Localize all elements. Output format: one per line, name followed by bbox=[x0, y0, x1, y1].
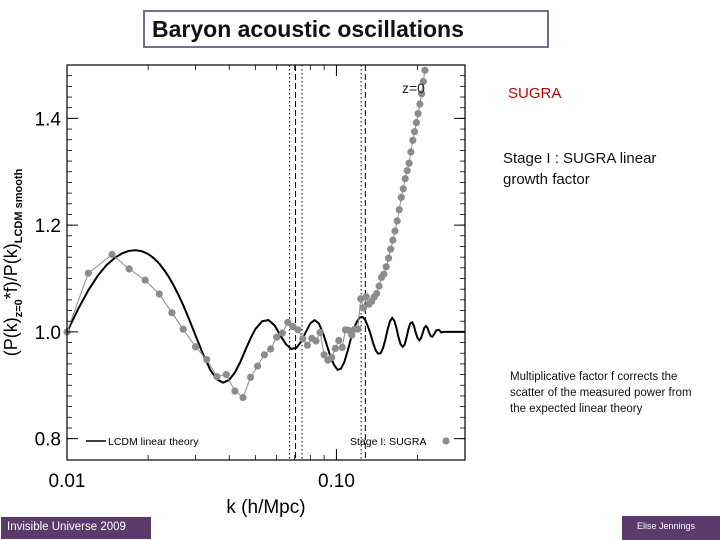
sugra-point bbox=[260, 351, 268, 359]
x-tick-label: 0.10 bbox=[318, 471, 355, 492]
sugra-point bbox=[419, 77, 427, 86]
sugra-point bbox=[316, 328, 324, 336]
sugra-point bbox=[299, 335, 307, 343]
sugra-point bbox=[273, 333, 281, 341]
y-tick-label: 1.0 bbox=[35, 323, 61, 344]
y-tick-label: 0.8 bbox=[35, 430, 61, 451]
legend-sugra-label: Stage I: SUGRA bbox=[350, 436, 426, 448]
x-tick-label: 0.01 bbox=[49, 471, 86, 492]
sugra-point bbox=[320, 351, 328, 359]
sugra-point bbox=[397, 193, 405, 201]
legend-sugra-swatch bbox=[442, 437, 450, 445]
sugra-point bbox=[380, 270, 388, 278]
sugra-point bbox=[373, 289, 381, 298]
sugra-point bbox=[338, 343, 346, 351]
sugra-point bbox=[247, 373, 255, 381]
sugra-point bbox=[254, 362, 262, 370]
sugra-point bbox=[267, 345, 275, 353]
title-box: Baryon acoustic oscillations bbox=[143, 10, 549, 48]
multiplicative-note: Multiplicative factor f corrects the sca… bbox=[510, 371, 692, 415]
footer-right-badge: Elise Jennings bbox=[622, 516, 720, 540]
sugra-point bbox=[331, 344, 339, 352]
sugra-point bbox=[168, 309, 176, 317]
sugra-point bbox=[393, 217, 401, 225]
sugra-point bbox=[155, 290, 163, 298]
sugra-point bbox=[231, 387, 239, 395]
sugra-point bbox=[328, 353, 336, 362]
sugra-point bbox=[412, 119, 420, 127]
sugra-point bbox=[391, 227, 399, 235]
sugra-point bbox=[362, 293, 370, 301]
x-axis-label: k (h/Mpc) bbox=[226, 497, 305, 518]
theory-line bbox=[66, 249, 465, 384]
chart-legend: LCDM linear theory Stage I: SUGRA bbox=[86, 436, 450, 448]
sugra-point bbox=[348, 331, 356, 339]
sugra-point bbox=[418, 90, 426, 98]
sugra-point bbox=[405, 159, 413, 167]
sugra-point bbox=[375, 282, 383, 290]
sugra-point bbox=[357, 295, 365, 303]
sugra-point bbox=[421, 66, 429, 74]
footer-right-label: Elise Jennings bbox=[637, 521, 696, 531]
sugra-label: SUGRA bbox=[508, 85, 562, 102]
sugra-point bbox=[403, 167, 411, 175]
sugra-point bbox=[294, 326, 302, 334]
sugra-point bbox=[239, 393, 247, 402]
y-tick-label: 1.2 bbox=[35, 216, 61, 237]
sugra-point bbox=[359, 304, 368, 312]
stage-description: Stage I : SUGRA linear growth factor bbox=[503, 150, 657, 188]
legend-theory-label: LCDM linear theory bbox=[108, 436, 199, 448]
sugra-point bbox=[213, 373, 221, 381]
sugra-point bbox=[335, 336, 343, 344]
sugra-point bbox=[125, 265, 133, 273]
sugra-point bbox=[382, 263, 390, 271]
sugra-point bbox=[141, 276, 149, 284]
sugra-point bbox=[399, 185, 407, 193]
sugra-point bbox=[416, 100, 424, 108]
theory-series bbox=[66, 249, 465, 384]
sugra-point bbox=[387, 245, 395, 253]
sugra-point bbox=[414, 110, 422, 118]
sugra-series bbox=[63, 66, 429, 402]
chart-axes: 0.8 1.0 1.2 1.4 0.01 0.10 k (h/Mpc) (P(k)z=0*f)… bbox=[1, 64, 466, 518]
slide-title: Baryon acoustic oscillations bbox=[152, 16, 464, 42]
y-axis-label: (P(k)z=0*f)/P(k)LCDM smooth bbox=[1, 168, 25, 356]
sugra-point bbox=[354, 325, 362, 333]
sugra-point bbox=[192, 343, 200, 351]
vertical-reference-lines bbox=[289, 65, 366, 460]
sugra-point bbox=[395, 206, 403, 214]
sugra-point bbox=[384, 254, 393, 262]
sugra-point bbox=[84, 269, 92, 277]
sugra-point bbox=[284, 318, 292, 326]
footer-left-badge: Invisible Universe 2009 bbox=[0, 516, 152, 540]
sugra-point bbox=[278, 329, 286, 337]
bao-chart: 0.8 1.0 1.2 1.4 0.01 0.10 k (h/Mpc) (P(k)z=0*f)… bbox=[1, 64, 466, 518]
sugra-point bbox=[411, 128, 419, 136]
sugra-point bbox=[203, 356, 211, 364]
sugra-point bbox=[222, 371, 230, 379]
footer-left-label: Invisible Universe 2009 bbox=[7, 521, 126, 533]
sugra-point bbox=[179, 325, 187, 333]
sugra-point bbox=[389, 236, 397, 244]
sugra-point bbox=[401, 175, 409, 183]
sugra-point bbox=[108, 250, 116, 259]
plot-frame bbox=[66, 64, 466, 461]
redshift-label: z=0 bbox=[402, 80, 425, 96]
sugra-point bbox=[407, 148, 415, 156]
y-tick-label: 1.4 bbox=[35, 109, 62, 130]
sugra-point bbox=[303, 341, 311, 349]
sugra-point bbox=[409, 136, 417, 144]
sugra-point bbox=[312, 337, 320, 345]
